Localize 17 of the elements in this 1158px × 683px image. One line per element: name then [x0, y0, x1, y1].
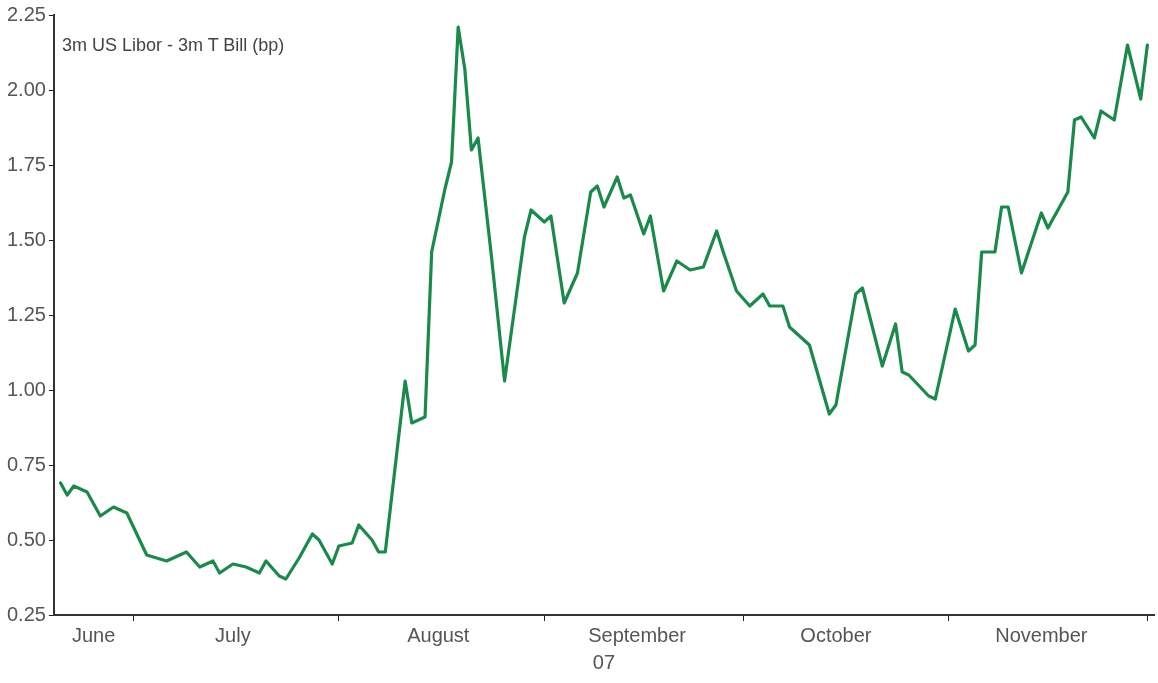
- text: 3m US Libor - 3m T Bill (bp): [61, 34, 285, 55]
- x-tick-label: November: [995, 623, 1088, 646]
- y-tick-label: 0.25: [6, 602, 46, 625]
- x-tick-label: September: [588, 623, 687, 646]
- y-tick-label: 1.00: [6, 377, 46, 400]
- y-tick-label: 1.50: [6, 227, 46, 250]
- x-tick-label: October: [800, 623, 872, 646]
- x-tick-label: July: [215, 623, 251, 646]
- y-tick-label: 1.25: [6, 302, 46, 325]
- y-tick-label: 0.75: [6, 452, 46, 475]
- y-tick-label: 2.00: [6, 77, 46, 100]
- y-tick-label: 1.75: [6, 152, 46, 175]
- y-tick-label: 2.25: [6, 2, 46, 25]
- x-tick-label: August: [407, 623, 470, 646]
- y-tick-label: 0.50: [6, 527, 46, 550]
- x-axis-title: 07: [592, 650, 616, 673]
- x-tick-label: June: [72, 623, 116, 646]
